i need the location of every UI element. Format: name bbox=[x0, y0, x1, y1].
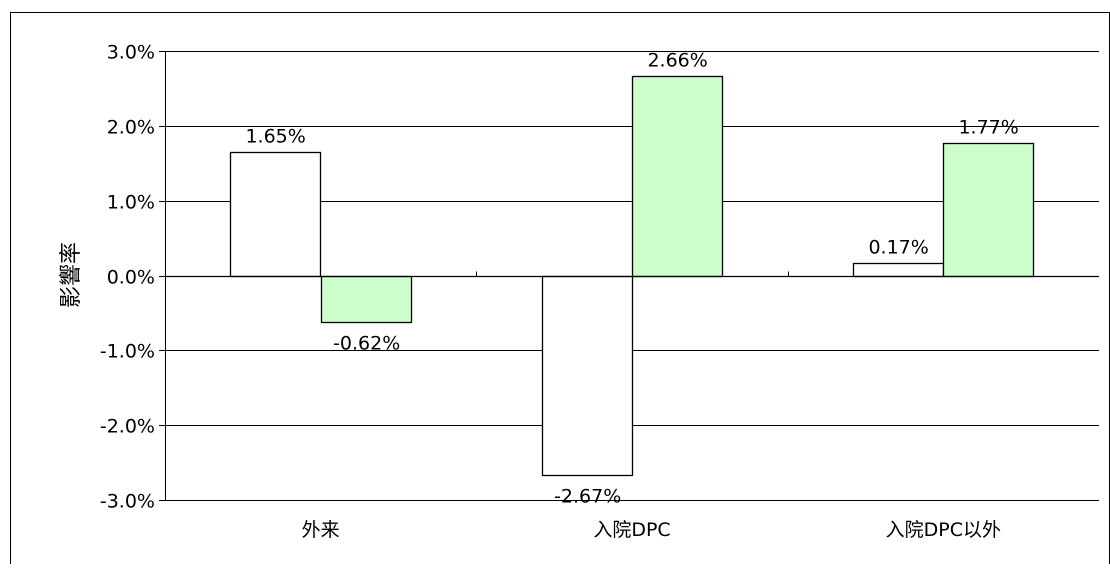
bar bbox=[852, 262, 945, 278]
x-tick-label: 入院DPC bbox=[593, 519, 670, 541]
y-axis-title: 影響率 bbox=[59, 242, 84, 308]
data-label: -2.67% bbox=[554, 486, 621, 508]
bar bbox=[942, 142, 1035, 278]
data-label: 0.17% bbox=[868, 237, 928, 259]
y-tick-label: -1.0% bbox=[100, 341, 155, 363]
bar bbox=[631, 75, 724, 278]
y-tick-label: 1.0% bbox=[107, 192, 155, 214]
data-label: 1.65% bbox=[245, 126, 305, 148]
y-tick-label: -3.0% bbox=[100, 491, 155, 513]
bar bbox=[541, 275, 634, 477]
y-tick-label: 3.0% bbox=[107, 42, 155, 64]
y-tick-label: 0.0% bbox=[107, 267, 155, 289]
x-tick-label: 入院DPC以外 bbox=[886, 519, 1001, 541]
bar bbox=[320, 275, 413, 324]
bar bbox=[229, 151, 322, 278]
axes: 3.0% 2.0% 1.0% 0.0% -1.0% -2.0% -3.0% 外来 入院DPC 入院… bbox=[100, 42, 1099, 541]
data-label: -0.62% bbox=[333, 333, 400, 355]
y-tick-label: -2.0% bbox=[100, 416, 155, 438]
data-label: 2.66% bbox=[647, 50, 707, 72]
y-tick-label: 2.0% bbox=[107, 117, 155, 139]
data-labels: 1.65% -0.62% -2.67% 2.66% 0.17% 1.77% bbox=[245, 50, 1018, 508]
bars bbox=[229, 75, 1035, 477]
x-tick-label: 外来 bbox=[302, 519, 340, 541]
data-label: 1.77% bbox=[958, 117, 1018, 139]
